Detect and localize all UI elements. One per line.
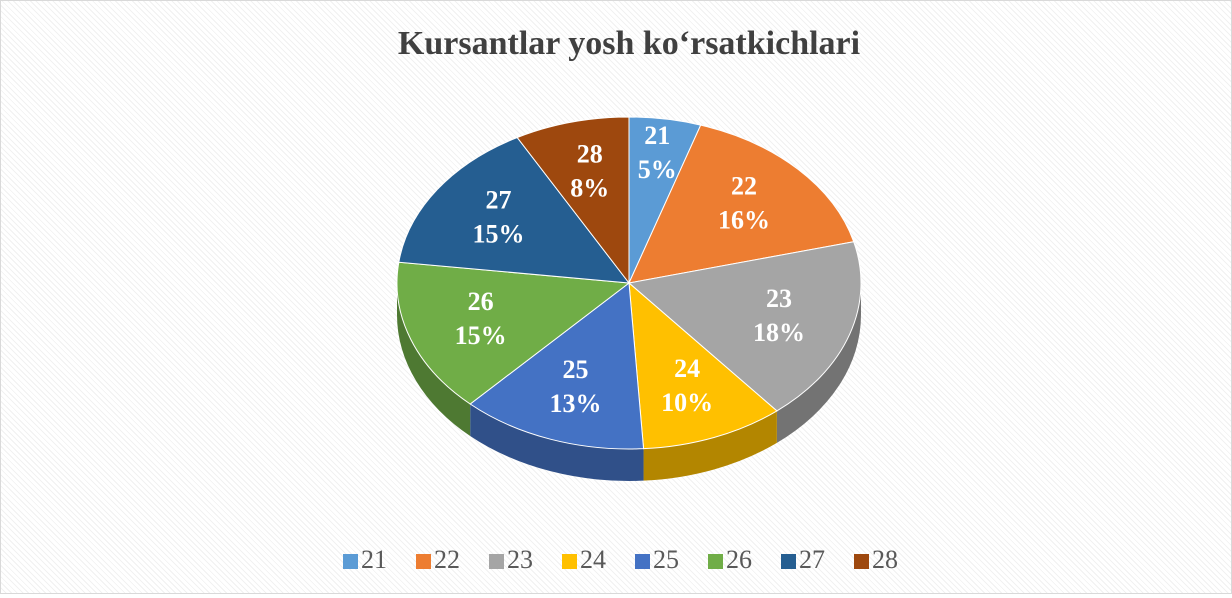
slice — [628, 124, 855, 284]
data-label: 13% — [550, 389, 602, 418]
data-label-category: 21 — [644, 121, 670, 150]
data-label-category: 24 — [674, 354, 700, 383]
legend-label: 23 — [507, 545, 533, 574]
slice — [628, 281, 778, 450]
slice-side — [397, 283, 471, 437]
legend-label: 24 — [580, 545, 606, 574]
slice-side — [776, 283, 861, 443]
slice-side — [470, 404, 644, 481]
slice-side — [643, 410, 777, 481]
legend-swatch — [416, 554, 431, 569]
data-label-category: 25 — [563, 355, 589, 384]
legend-swatch — [489, 554, 504, 569]
data-label-category: 27 — [486, 186, 512, 215]
legend-label: 26 — [726, 545, 752, 574]
data-label: 10% — [661, 388, 713, 417]
legend-swatch — [635, 554, 650, 569]
data-label-category: 28 — [577, 140, 603, 169]
data-label: 5% — [638, 155, 677, 184]
legend-swatch — [854, 554, 869, 569]
data-label-category: 26 — [468, 287, 494, 316]
chart-title: Kursantlar yosh ko‘rsatkichlari — [398, 25, 860, 62]
data-label: 18% — [753, 318, 805, 347]
slice — [516, 116, 630, 285]
slice — [469, 282, 645, 450]
legend-label: 27 — [799, 545, 825, 574]
slice — [396, 261, 631, 405]
legend-swatch — [562, 554, 577, 569]
data-label: 8% — [570, 174, 609, 203]
legend-swatch — [343, 554, 358, 569]
data-label: 15% — [455, 321, 507, 350]
data-label: 16% — [718, 206, 770, 235]
data-label-category: 23 — [766, 284, 792, 313]
legend-label: 22 — [434, 545, 460, 574]
legend-swatch — [708, 554, 723, 569]
slice — [627, 241, 862, 412]
legend-label: 28 — [872, 545, 898, 574]
data-label: 15% — [473, 220, 525, 249]
legend-swatch — [781, 554, 796, 569]
legend-label: 21 — [361, 545, 387, 574]
slice — [398, 136, 631, 284]
pie-sides — [397, 283, 861, 481]
legend-label: 25 — [653, 545, 679, 574]
data-label-category: 22 — [731, 172, 757, 201]
